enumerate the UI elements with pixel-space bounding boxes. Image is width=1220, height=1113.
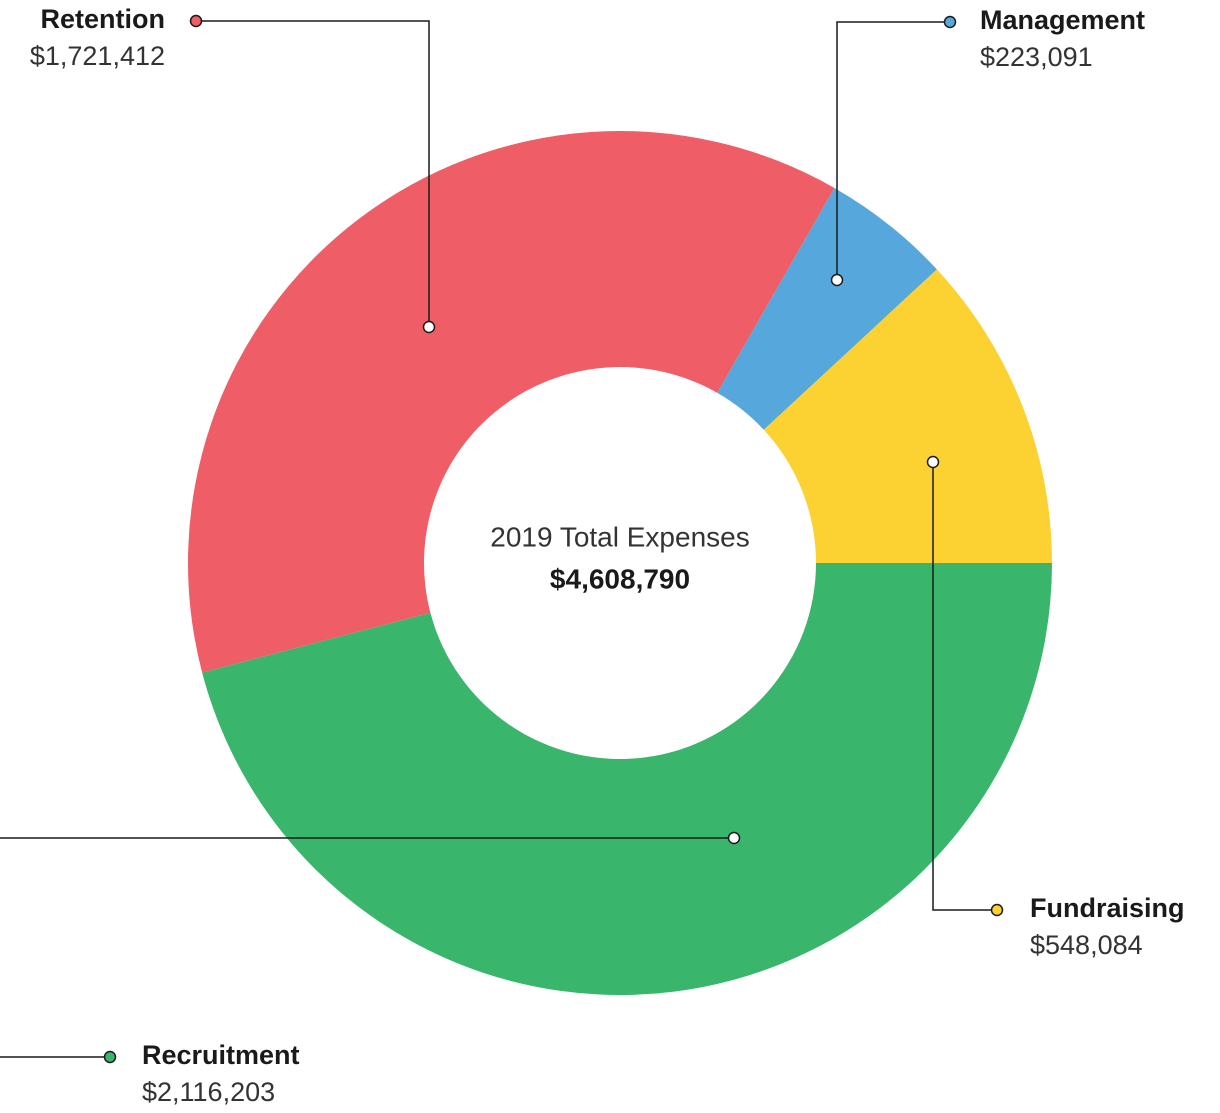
leader-dot [926,455,940,469]
center-title: 2019 Total Expenses [490,521,749,552]
donut-slice [187,130,835,673]
donut-slice [717,187,937,430]
leader-line [196,20,430,327]
category-label: Recruitment [142,1040,300,1070]
value-label: $223,091 [980,42,1093,72]
category-label: Management [980,5,1145,35]
leader-dot [830,273,844,287]
category-label: Retention [41,4,166,34]
category-label: Fundraising [1030,893,1185,923]
value-label: $1,721,412 [30,41,165,71]
donut-slice [202,563,1053,995]
donut-slice [763,269,1052,563]
leader-line [932,462,997,911]
center-total: $4,608,790 [550,563,690,594]
leader-line [836,21,950,280]
legend-dot [103,1050,117,1064]
legend-dot [990,903,1004,917]
legend-dot [943,15,957,29]
legend-dot [189,14,203,28]
value-label: $2,116,203 [142,1077,275,1107]
leader-dot [727,831,741,845]
value-label: $548,084 [1030,930,1143,960]
leader-dot [422,320,436,334]
